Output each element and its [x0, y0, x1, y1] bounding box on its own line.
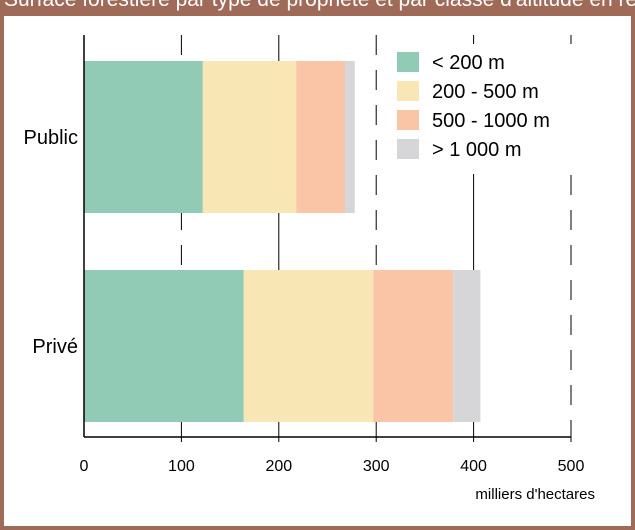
bars	[84, 61, 481, 422]
bar-public-1-000-m	[345, 61, 355, 213]
legend-label-1-000-m: > 1 000 m	[432, 139, 522, 161]
category-label-priv: Privé	[32, 336, 78, 358]
bar-priv-500-1000-m	[373, 270, 454, 422]
x-tick-label: 0	[80, 458, 89, 475]
legend-swatch-1-000-m	[397, 139, 419, 159]
bar-public-200-500-m	[202, 61, 297, 213]
bar-priv-200-m	[84, 270, 244, 422]
x-tick-labels: 0 100 200 300 400 500	[80, 437, 585, 475]
legend-swatch-200-500-m	[397, 81, 419, 101]
legend-swatch-200-m	[397, 52, 419, 72]
legend: < 200 m 200 - 500 m 500 - 1000 m > 1 000 m	[385, 44, 585, 174]
category-label-public: Public	[24, 127, 78, 149]
legend-label-200-m: < 200 m	[432, 52, 505, 74]
header-bar: Surface forestière par type de propriété…	[4, 0, 635, 16]
bar-priv-1-000-m	[453, 270, 481, 422]
bar-public-200-m	[84, 61, 203, 213]
x-axis-label: milliers d'hectares	[475, 486, 595, 503]
legend-label-200-500-m: 200 - 500 m	[432, 81, 539, 103]
axes	[83, 35, 571, 438]
legend-label-500-1000-m: 500 - 1000 m	[432, 110, 550, 132]
legend-swatch-500-1000-m	[397, 110, 419, 130]
x-tick-label: 400	[460, 458, 487, 475]
x-tick-label: 200	[265, 458, 292, 475]
x-tick-label: 500	[558, 458, 585, 475]
chart-header-title: Surface forestière par type de propriété…	[4, 0, 635, 12]
x-tick-label: 100	[168, 458, 195, 475]
bar-priv-200-500-m	[243, 270, 374, 422]
bar-public-500-1000-m	[296, 61, 346, 213]
category-labels: Public Privé	[24, 127, 78, 358]
x-tick-label: 300	[363, 458, 390, 475]
